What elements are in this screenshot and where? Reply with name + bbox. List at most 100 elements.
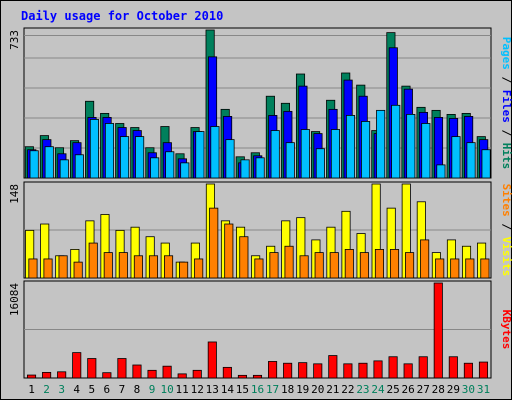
bar-sites-day-28 [435, 258, 445, 279]
bar-kbytes-day-4 [72, 352, 82, 379]
bar-pages-day-17 [270, 130, 280, 179]
bar-kbytes-day-6 [102, 372, 112, 379]
bar-sites-day-26 [405, 252, 415, 279]
legend-visits: Visits [500, 237, 512, 277]
day-label-23: 23 [356, 383, 369, 396]
bar-kbytes-day-30 [463, 362, 473, 379]
day-label-19: 19 [296, 383, 309, 396]
bar-pages-day-11 [180, 162, 190, 179]
day-label-26: 26 [402, 383, 415, 396]
bar-kbytes-day-5 [87, 358, 97, 379]
bar-kbytes-day-13 [207, 341, 217, 379]
day-label-18: 18 [281, 383, 294, 396]
day-label-25: 25 [386, 383, 399, 396]
bar-pages-day-20 [315, 148, 325, 179]
legend-kbytes: KBytes [500, 310, 512, 350]
day-label-1: 1 [28, 383, 35, 396]
bar-pages-day-10 [165, 151, 175, 179]
day-label-12: 12 [191, 383, 204, 396]
bar-sites-day-12 [194, 258, 204, 279]
day-label-8: 8 [134, 383, 141, 396]
bar-pages-day-3 [59, 159, 69, 179]
bar-sites-day-14 [224, 223, 234, 279]
bar-kbytes-day-3 [57, 371, 67, 379]
day-label-24: 24 [371, 383, 385, 396]
bar-kbytes-day-26 [403, 363, 413, 379]
bar-kbytes-day-27 [418, 356, 428, 379]
bar-sites-day-17 [269, 252, 279, 279]
bar-kbytes-day-12 [192, 369, 202, 379]
bar-kbytes-day-8 [132, 364, 142, 379]
bar-kbytes-day-10 [162, 365, 172, 379]
bar-sites-day-27 [420, 239, 430, 279]
bar-kbytes-day-28 [433, 282, 443, 379]
bar-sites-day-19 [299, 255, 309, 279]
bar-sites-day-20 [314, 252, 324, 279]
bar-kbytes-day-31 [478, 361, 489, 379]
bar-kbytes-day-29 [448, 356, 458, 379]
bar-sites-day-4 [73, 261, 83, 279]
panel-top-max-label: 733 [8, 30, 21, 50]
day-label-14: 14 [221, 383, 235, 396]
bar-pages-day-12 [195, 131, 205, 179]
legend-separator: / [500, 70, 512, 90]
day-label-17: 17 [266, 383, 279, 396]
bar-sites-day-9 [148, 255, 159, 279]
bar-kbytes-day-24 [373, 360, 383, 379]
bar-sites-day-18 [284, 245, 294, 279]
bar-kbytes-day-22 [343, 363, 353, 379]
day-label-2: 2 [43, 383, 50, 396]
legend-sites: Sites [500, 184, 512, 217]
bar-sites-day-1 [28, 258, 38, 279]
panel-bottom-legend: KBytes [500, 310, 512, 350]
bar-pages-day-8 [135, 136, 145, 179]
legend-separator: / [500, 217, 512, 237]
day-label-16: 16 [251, 383, 264, 396]
bar-kbytes-day-2 [42, 371, 52, 379]
day-label-29: 29 [447, 383, 460, 396]
bar-sites-day-29 [450, 258, 460, 279]
bar-pages-day-18 [285, 142, 295, 179]
bar-sites-day-10 [164, 255, 174, 279]
bar-kbytes-day-17 [268, 361, 278, 379]
bar-pages-day-16 [255, 157, 265, 179]
legend-hits: Hits [500, 143, 512, 170]
bar-sites-day-6 [103, 252, 113, 279]
bar-kbytes-day-9 [147, 369, 157, 379]
bar-kbytes-day-14 [222, 366, 232, 379]
bar-pages-day-26 [406, 113, 416, 179]
bar-pages-day-29 [451, 136, 461, 179]
bar-kbytes-day-16 [252, 374, 263, 379]
bar-pages-day-21 [330, 129, 341, 179]
bar-pages-day-25 [391, 104, 401, 179]
bar-sites-day-24 [374, 249, 384, 279]
bar-sites-day-31 [480, 258, 490, 279]
day-label-10: 10 [160, 383, 173, 396]
bar-kbytes-day-18 [283, 362, 293, 379]
bar-sites-day-25 [389, 249, 400, 279]
panel-middle-max-label: 148 [8, 184, 21, 204]
panel-top-legend: Pages / Files / Hits [500, 37, 512, 170]
bar-pages-day-7 [120, 136, 130, 179]
bar-pages-day-4 [74, 154, 84, 179]
bar-sites-day-5 [88, 242, 98, 279]
bar-kbytes-day-11 [177, 373, 187, 379]
bar-sites-day-16 [254, 258, 264, 279]
day-label-22: 22 [341, 383, 354, 396]
day-label-7: 7 [119, 383, 126, 396]
bar-kbytes-day-21 [328, 355, 338, 379]
bar-sites-day-13 [209, 207, 219, 279]
bar-pages-day-24 [376, 109, 386, 179]
chart-title: Daily usage for October 2010 [21, 9, 223, 23]
bar-kbytes-day-1 [26, 374, 37, 379]
legend-pages: Pages [500, 37, 512, 70]
bar-pages-day-6 [104, 123, 115, 179]
bar-pages-day-22 [345, 115, 356, 179]
bar-sites-day-8 [133, 255, 143, 279]
bar-kbytes-day-23 [358, 362, 368, 379]
bar-pages-day-9 [150, 157, 160, 179]
bar-pages-day-1 [29, 150, 39, 179]
day-label-27: 27 [417, 383, 430, 396]
